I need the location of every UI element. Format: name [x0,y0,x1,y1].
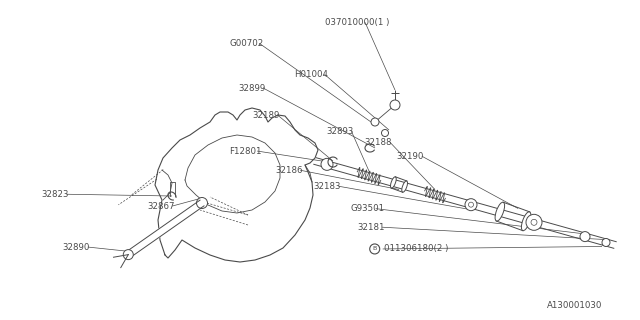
Circle shape [526,214,542,230]
Ellipse shape [495,202,504,221]
Text: F12801: F12801 [229,147,262,156]
Text: 32823: 32823 [42,190,69,199]
Polygon shape [126,200,204,258]
Text: 32186: 32186 [275,166,303,175]
Circle shape [371,118,379,126]
Circle shape [465,199,477,211]
Circle shape [390,100,400,110]
Text: 32183: 32183 [314,182,341,191]
Circle shape [602,238,610,246]
Text: 32188: 32188 [365,138,392,147]
Text: 011306180(2 ): 011306180(2 ) [384,244,448,253]
Text: B: B [372,246,377,252]
Text: G93501: G93501 [351,204,385,213]
Circle shape [531,219,537,225]
Text: G00702: G00702 [229,39,264,48]
Ellipse shape [522,212,531,231]
Text: A130001030: A130001030 [547,301,603,310]
Ellipse shape [402,181,408,192]
Text: 32890: 32890 [63,243,90,252]
Text: 32867: 32867 [147,202,175,211]
Ellipse shape [390,177,396,188]
Text: 32190: 32190 [397,152,424,161]
Circle shape [381,130,388,137]
Circle shape [196,197,207,209]
Circle shape [580,232,590,242]
Text: H01004: H01004 [294,70,328,79]
Text: 32181: 32181 [357,223,385,232]
Text: 037010000(1 ): 037010000(1 ) [325,18,390,27]
Text: 32899: 32899 [238,84,266,92]
Circle shape [321,158,333,170]
Circle shape [468,202,474,207]
Text: 32189: 32189 [253,111,280,120]
Circle shape [124,250,133,260]
Text: 32893: 32893 [326,127,354,136]
